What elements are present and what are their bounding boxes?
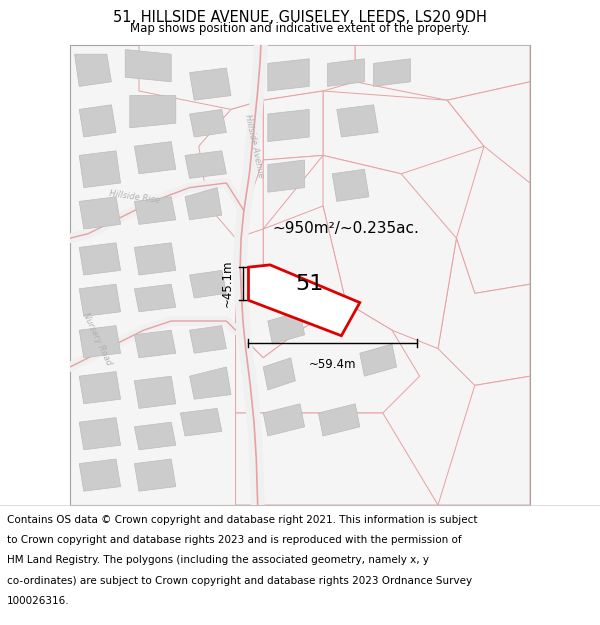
Polygon shape: [79, 372, 121, 404]
Polygon shape: [134, 459, 176, 491]
Polygon shape: [457, 146, 530, 293]
Polygon shape: [79, 151, 121, 188]
Polygon shape: [190, 367, 231, 399]
Polygon shape: [447, 82, 530, 192]
Text: 100026316.: 100026316.: [7, 596, 70, 606]
Polygon shape: [263, 45, 355, 100]
Polygon shape: [337, 105, 378, 137]
Text: ~59.4m: ~59.4m: [309, 357, 356, 371]
Polygon shape: [323, 156, 457, 349]
Polygon shape: [323, 91, 484, 174]
Polygon shape: [190, 271, 226, 298]
Polygon shape: [332, 169, 369, 201]
Polygon shape: [268, 312, 305, 344]
Polygon shape: [79, 197, 121, 229]
Polygon shape: [236, 229, 300, 358]
Polygon shape: [74, 54, 112, 86]
Polygon shape: [79, 242, 121, 275]
Polygon shape: [139, 45, 263, 109]
Polygon shape: [438, 238, 530, 386]
Polygon shape: [79, 326, 121, 357]
Polygon shape: [190, 326, 226, 353]
Polygon shape: [199, 100, 263, 238]
Polygon shape: [263, 404, 305, 436]
Polygon shape: [190, 109, 226, 137]
Polygon shape: [134, 242, 176, 275]
Polygon shape: [248, 265, 360, 336]
Polygon shape: [236, 413, 438, 505]
Polygon shape: [185, 151, 226, 178]
Text: Hillside Rise: Hillside Rise: [109, 189, 160, 205]
Polygon shape: [134, 197, 176, 224]
Text: Map shows position and indicative extent of the property.: Map shows position and indicative extent…: [130, 22, 470, 35]
Polygon shape: [263, 206, 346, 330]
Polygon shape: [263, 156, 323, 229]
Polygon shape: [268, 160, 305, 192]
Polygon shape: [263, 91, 323, 160]
Polygon shape: [134, 376, 176, 408]
Polygon shape: [125, 49, 171, 82]
Polygon shape: [79, 418, 121, 450]
Polygon shape: [79, 105, 116, 137]
Polygon shape: [185, 188, 222, 220]
Text: ~950m²/~0.235ac.: ~950m²/~0.235ac.: [272, 221, 419, 236]
Text: 51: 51: [295, 274, 323, 294]
Polygon shape: [355, 45, 530, 100]
Text: Nursery Road: Nursery Road: [82, 312, 114, 368]
Text: ~45.1m: ~45.1m: [221, 260, 234, 308]
Polygon shape: [134, 330, 176, 357]
Text: Contains OS data © Crown copyright and database right 2021. This information is : Contains OS data © Crown copyright and d…: [7, 514, 478, 524]
Polygon shape: [319, 404, 360, 436]
Text: 51, HILLSIDE AVENUE, GUISELEY, LEEDS, LS20 9DH: 51, HILLSIDE AVENUE, GUISELEY, LEEDS, LS…: [113, 10, 487, 25]
Polygon shape: [438, 376, 530, 505]
Text: HM Land Registry. The polygons (including the associated geometry, namely x, y: HM Land Registry. The polygons (includin…: [7, 556, 429, 566]
Polygon shape: [130, 96, 176, 128]
Text: to Crown copyright and database rights 2023 and is reproduced with the permissio: to Crown copyright and database rights 2…: [7, 535, 462, 545]
Polygon shape: [181, 408, 222, 436]
Polygon shape: [268, 109, 309, 142]
Polygon shape: [236, 302, 419, 413]
Polygon shape: [79, 459, 121, 491]
Polygon shape: [268, 59, 309, 91]
Text: co-ordinates) are subject to Crown copyright and database rights 2023 Ordnance S: co-ordinates) are subject to Crown copyr…: [7, 576, 472, 586]
Polygon shape: [79, 284, 121, 316]
Polygon shape: [374, 59, 410, 86]
Polygon shape: [360, 344, 397, 376]
Polygon shape: [134, 284, 176, 312]
Polygon shape: [190, 68, 231, 100]
Polygon shape: [134, 422, 176, 450]
Polygon shape: [328, 59, 364, 86]
Text: Hillside Avenue: Hillside Avenue: [243, 114, 265, 179]
Polygon shape: [134, 142, 176, 174]
Polygon shape: [263, 357, 295, 390]
